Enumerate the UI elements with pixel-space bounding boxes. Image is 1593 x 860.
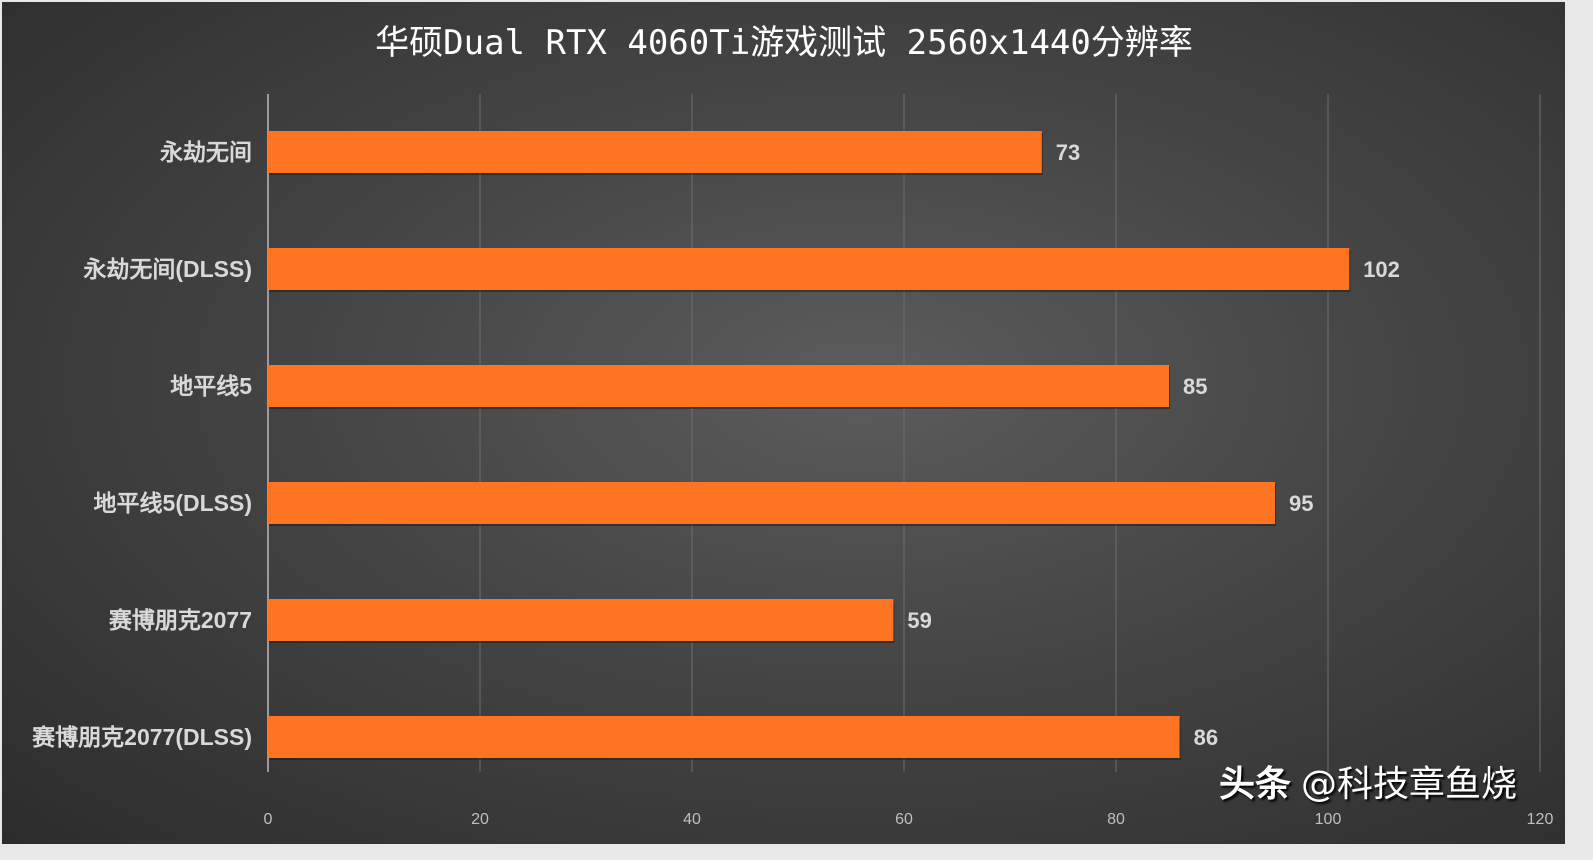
chart-title: 华硕Dual RTX 4060Ti游戏测试 2560x1440分辨率 (375, 23, 1193, 63)
data-label: 73 (1056, 140, 1080, 165)
bar (268, 131, 1042, 173)
gridlines: 0 20 40 60 80 100 120 (264, 94, 1554, 828)
data-label: 59 (907, 608, 931, 633)
category-label: 赛博朋克2077 (108, 607, 252, 633)
data-label: 102 (1363, 257, 1400, 282)
bar-chart: 华硕Dual RTX 4060Ti游戏测试 2560x1440分辨率 0 20 40… (31, 23, 1554, 828)
x-tick-label: 60 (895, 811, 913, 828)
x-tick-label: 120 (1527, 811, 1554, 828)
x-tick-label: 100 (1315, 811, 1342, 828)
bars: 永劫无间 73 永劫无间(DLSS) 102 地平线5 85 地平线5(DLSS) 95 赛博朋… (31, 131, 1400, 760)
data-label: 95 (1289, 491, 1313, 516)
bar (268, 716, 1180, 758)
x-tick-label: 0 (264, 811, 273, 828)
data-label: 85 (1183, 374, 1207, 399)
bar (268, 482, 1275, 524)
watermark: 头条 @科技章鱼烧 (1219, 765, 1517, 805)
x-tick-label: 80 (1107, 811, 1125, 828)
watermark-author: @科技章鱼烧 (1300, 764, 1517, 805)
watermark-brand: 头条 (1218, 764, 1291, 805)
category-label: 永劫无间(DLSS) (83, 256, 252, 282)
bar (268, 365, 1169, 407)
category-label: 地平线5 (170, 373, 252, 399)
chart-frame: 华硕Dual RTX 4060Ti游戏测试 2560x1440分辨率 0 20 40… (2, 2, 1565, 844)
category-label: 地平线5(DLSS) (94, 490, 252, 516)
category-label: 永劫无间 (160, 139, 252, 165)
bar (268, 599, 894, 641)
x-tick-label: 20 (471, 811, 489, 828)
x-tick-label: 40 (683, 811, 701, 828)
data-label: 86 (1194, 725, 1218, 750)
bar (268, 248, 1350, 290)
category-label: 赛博朋克2077(DLSS) (31, 724, 252, 750)
